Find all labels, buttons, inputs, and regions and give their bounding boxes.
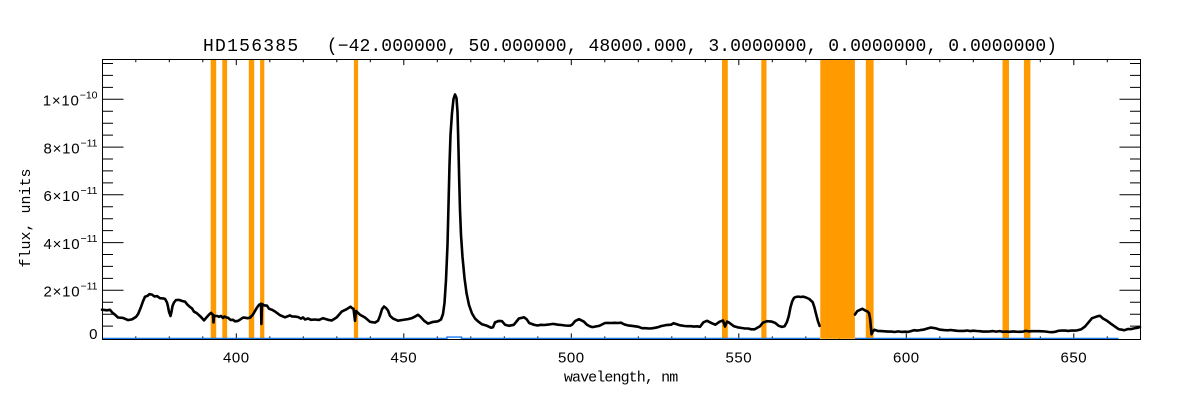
- svg-text:HD156385: HD156385: [203, 37, 299, 57]
- svg-text:0: 0: [89, 326, 97, 343]
- svg-text:600: 600: [893, 350, 920, 367]
- svg-text:wavelength, nm: wavelength, nm: [564, 370, 678, 387]
- svg-text:500: 500: [558, 350, 585, 367]
- svg-text:550: 550: [726, 350, 753, 367]
- svg-text:450: 450: [391, 350, 418, 367]
- svg-text:400: 400: [223, 350, 250, 367]
- svg-text:flux, units: flux, units: [18, 168, 35, 267]
- svg-text:(−42.000000, 50.000000, 48000.: (−42.000000, 50.000000, 48000.000, 3.000…: [327, 37, 1057, 57]
- svg-text:650: 650: [1061, 350, 1088, 367]
